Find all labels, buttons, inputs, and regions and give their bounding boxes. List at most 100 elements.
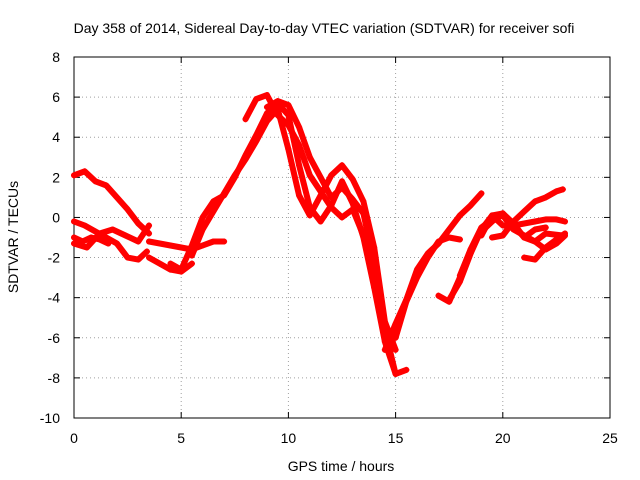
data-point	[456, 212, 463, 219]
series-arc-4	[71, 234, 112, 247]
data-point	[553, 216, 560, 223]
data-point	[135, 238, 142, 245]
data-point	[349, 176, 356, 183]
data-point	[274, 112, 281, 119]
data-point	[296, 192, 303, 199]
y-tick-label: -8	[48, 370, 61, 386]
series-line	[242, 92, 388, 343]
data-point	[403, 366, 410, 373]
data-point	[285, 146, 292, 153]
data-point	[531, 198, 538, 205]
data-point	[71, 234, 77, 241]
data-point	[146, 238, 153, 245]
data-point	[92, 228, 99, 235]
data-point	[521, 234, 528, 241]
data-point	[156, 240, 163, 247]
data-point	[81, 168, 88, 175]
data-point	[199, 242, 206, 249]
data-point	[199, 214, 206, 221]
data-point	[124, 206, 131, 213]
data-point	[178, 244, 185, 251]
y-tick-label: 6	[52, 89, 60, 105]
data-point	[559, 186, 566, 193]
x-axis-title: GPS time / hours	[288, 458, 395, 474]
series-line	[489, 186, 566, 241]
data-point	[521, 254, 528, 261]
data-point	[210, 208, 217, 215]
data-point	[531, 238, 538, 245]
data-point	[521, 208, 528, 215]
data-point	[371, 260, 378, 267]
data-point	[531, 256, 538, 263]
data-point	[92, 178, 99, 185]
data-point	[542, 244, 549, 251]
series-arc-1	[71, 168, 153, 237]
data-point	[339, 178, 345, 185]
data-point	[328, 172, 335, 179]
x-tick-label: 5	[177, 430, 185, 446]
data-point	[296, 142, 303, 149]
data-point	[135, 256, 142, 263]
data-point	[210, 238, 217, 245]
data-point	[499, 210, 506, 217]
data-point	[339, 184, 345, 191]
data-point	[81, 222, 88, 229]
data-point	[242, 116, 249, 123]
data-point	[122, 232, 129, 239]
data-point	[146, 254, 153, 261]
data-point	[349, 196, 356, 203]
x-tick-label: 25	[602, 430, 618, 446]
data-point	[263, 118, 270, 125]
data-point	[242, 156, 249, 163]
data-point	[339, 214, 345, 221]
data-point	[317, 218, 324, 225]
data-point	[306, 212, 313, 219]
data-point	[274, 98, 281, 105]
series-arc-12	[392, 234, 463, 341]
data-point	[403, 298, 410, 305]
data-point	[542, 230, 549, 237]
data-point	[499, 232, 506, 239]
data-point	[285, 122, 292, 129]
data-point	[88, 234, 95, 241]
y-tick-label: -6	[48, 330, 61, 346]
data-point	[328, 194, 335, 201]
y-tick-label: 8	[52, 49, 60, 65]
x-tick-label: 0	[70, 430, 78, 446]
data-point	[542, 224, 549, 231]
data-point	[467, 202, 474, 209]
data-point	[553, 188, 560, 195]
data-point	[188, 252, 195, 259]
data-point	[456, 278, 463, 285]
x-tick-label: 10	[281, 430, 297, 446]
data-point	[285, 102, 292, 109]
series-arc-16	[489, 186, 566, 241]
data-point	[79, 238, 86, 245]
data-point	[531, 218, 538, 225]
y-tick-label: -2	[48, 250, 61, 266]
data-point	[499, 222, 506, 229]
data-point	[456, 236, 463, 243]
data-point	[109, 226, 116, 233]
data-point	[296, 162, 303, 169]
data-point	[360, 210, 367, 217]
series-arc-3	[71, 222, 153, 251]
y-tick-label: 0	[52, 209, 60, 225]
data-point	[221, 190, 228, 197]
data-point	[71, 218, 77, 225]
series-arc-18	[521, 230, 568, 263]
data-point	[105, 240, 112, 247]
data-point	[542, 216, 549, 223]
data-point	[435, 238, 442, 245]
data-point	[103, 182, 110, 189]
data-point	[446, 234, 453, 241]
data-point	[167, 260, 174, 267]
data-point	[143, 248, 150, 255]
data-point	[446, 226, 453, 233]
data-point	[435, 292, 442, 299]
data-point	[542, 194, 549, 201]
data-point	[263, 110, 270, 117]
data-point	[317, 174, 324, 181]
data-point	[113, 194, 120, 201]
data-point	[349, 206, 356, 213]
